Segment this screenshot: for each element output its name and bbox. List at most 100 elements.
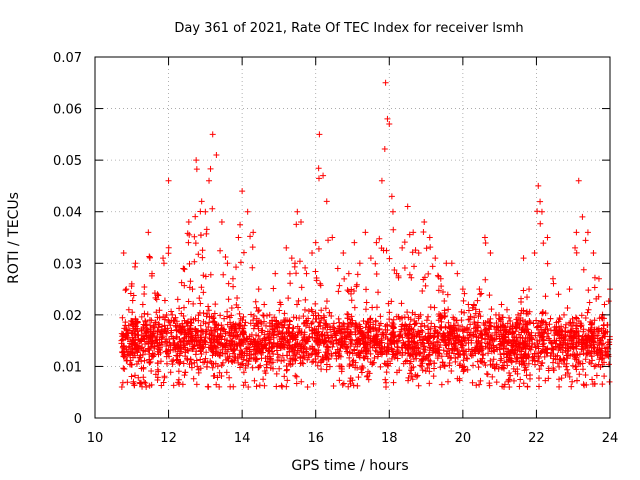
data-point [591, 326, 598, 333]
data-point [344, 315, 351, 322]
data-point [209, 348, 216, 355]
data-point [473, 382, 480, 389]
data-point [531, 249, 538, 256]
data-point [382, 326, 389, 333]
data-point [376, 322, 383, 329]
data-point [407, 331, 414, 338]
data-point [420, 343, 427, 350]
data-point [198, 198, 205, 205]
data-point [291, 350, 298, 357]
data-point [544, 234, 551, 241]
data-point [345, 311, 352, 318]
data-point [285, 295, 292, 302]
data-point [226, 353, 233, 360]
data-point [475, 364, 482, 371]
data-point [563, 360, 570, 367]
data-point [248, 338, 255, 345]
data-point [146, 351, 153, 358]
data-point [404, 309, 411, 316]
data-point [169, 361, 176, 368]
data-point [372, 260, 379, 267]
x-tick-label: 10 [87, 431, 104, 446]
data-point [521, 328, 528, 335]
data-point [518, 298, 525, 305]
data-point [480, 352, 487, 359]
data-point [372, 347, 379, 354]
data-point [424, 337, 431, 344]
data-point [168, 308, 175, 315]
data-point [467, 321, 474, 328]
data-point [232, 354, 239, 361]
data-point [235, 359, 242, 366]
data-point [266, 311, 273, 318]
data-point [601, 373, 608, 380]
data-point [420, 228, 427, 235]
data-point [411, 333, 418, 340]
data-point [579, 345, 586, 352]
data-point [276, 327, 283, 334]
data-point [143, 321, 150, 328]
data-point [220, 343, 227, 350]
data-point [316, 319, 323, 326]
data-point [262, 337, 269, 344]
data-point [445, 306, 452, 313]
data-point [280, 333, 287, 340]
data-point [588, 353, 595, 360]
data-point [444, 291, 451, 298]
data-point [496, 316, 503, 323]
data-point [576, 351, 583, 358]
data-point [121, 351, 128, 358]
data-point [430, 334, 437, 341]
data-point [242, 379, 249, 386]
data-point [330, 383, 337, 390]
data-point [119, 333, 126, 340]
data-point [287, 280, 294, 287]
data-point [301, 354, 308, 361]
data-point [240, 329, 247, 336]
data-point [510, 377, 517, 384]
data-point [138, 327, 145, 334]
data-point [445, 345, 452, 352]
data-point [476, 286, 483, 293]
data-point [164, 348, 171, 355]
data-point [303, 270, 310, 277]
data-point [251, 377, 258, 384]
data-point [503, 354, 510, 361]
data-point [516, 346, 523, 353]
data-point [387, 336, 394, 343]
grid-lines [95, 57, 610, 418]
data-point [414, 372, 421, 379]
data-point [197, 300, 204, 307]
data-point [146, 254, 153, 261]
data-point [142, 330, 149, 337]
data-point [261, 301, 268, 308]
data-point [426, 362, 433, 369]
data-point [554, 360, 561, 367]
data-point [552, 340, 559, 347]
data-point [151, 351, 158, 358]
data-point [430, 373, 437, 380]
data-point [431, 333, 438, 340]
data-point [180, 337, 187, 344]
data-point [517, 340, 524, 347]
data-point [415, 315, 422, 322]
data-point [504, 306, 510, 313]
data-point [328, 352, 335, 359]
data-point [457, 361, 464, 368]
data-point [137, 380, 144, 387]
data-point [163, 360, 170, 367]
data-point [165, 250, 172, 257]
data-point [426, 380, 433, 387]
data-point [191, 233, 198, 240]
data-point [298, 359, 305, 366]
data-point [213, 344, 220, 351]
data-point [516, 320, 523, 327]
data-point [584, 309, 591, 316]
data-point [303, 317, 310, 324]
data-point [251, 351, 258, 358]
data-point [484, 371, 491, 378]
data-point [323, 366, 330, 373]
data-point [582, 314, 589, 321]
data-point [550, 346, 557, 353]
data-point [252, 298, 259, 305]
